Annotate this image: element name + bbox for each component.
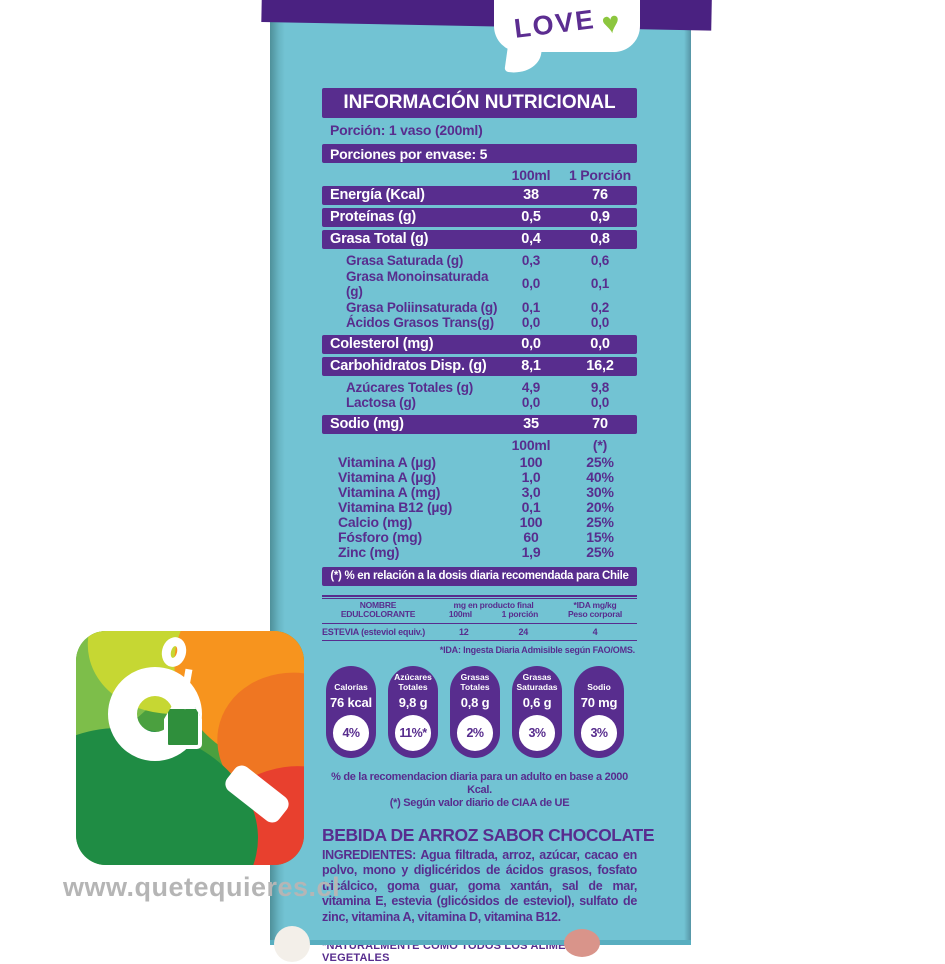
love-text: LOVE — [512, 3, 598, 44]
product-carton: LOVE ♥ INFORMACIÓN NUTRICIONAL Porción: … — [261, 0, 712, 964]
gda-percent: 2% — [457, 715, 493, 751]
table-top-rule — [322, 594, 637, 599]
table-row: Grasa Total (g) 0,4 0,8 — [322, 230, 637, 249]
table-subrow: Ácidos Grasos Trans(g) 0,0 0,0 — [346, 315, 610, 330]
gda-note-2: (*) Según valor diario de CIAA de UE — [389, 796, 570, 809]
nutrition-panel: INFORMACIÓN NUTRICIONAL Porción: 1 vaso … — [322, 88, 655, 964]
ida-footnote: *IDA: Ingesta Diaria Admisible según FAO… — [439, 644, 635, 655]
ingredients-text: INGREDIENTES: Agua filtrada, arroz, azúc… — [322, 847, 637, 924]
table-subrow: Grasa Saturada (g) 0,3 0,6 — [346, 253, 610, 268]
table-row: Proteínas (g) 0,5 0,9 — [322, 208, 637, 227]
sweetener-table: NOMBRE EDULCOLORANTE mg en producto fina… — [322, 594, 637, 655]
vitamin-row: Vitamina A (µg) 100 25% — [338, 453, 614, 470]
gda-percent: 11%* — [395, 715, 431, 751]
vitamin-row: Calcio (mg) 100 25% — [338, 513, 614, 530]
vitamin-row: Fósforo (mg) 60 15% — [338, 528, 614, 545]
col-mg-portion: 1 porción — [501, 609, 539, 619]
logo-teabag-icon — [164, 705, 202, 749]
sweetener-portion: 24 — [518, 626, 529, 637]
col-ida-1: *IDA mg/kg — [573, 599, 617, 610]
carton-right-edge — [684, 0, 691, 945]
gda-badge-sugars: Azúcares Totales 9,8 g 11%* — [388, 665, 438, 758]
portion-line: Porción: 1 vaso (200ml) — [330, 122, 637, 138]
vitamin-row: Vitamina A (µg) 1,0 40% — [338, 468, 614, 485]
vitamins-list: Vitamina A (µg) 100 25% Vitamina A (µg) … — [322, 453, 637, 560]
sweetener-name: ESTEVIA (esteviol equiv.) — [322, 626, 426, 637]
table-row: Sodio (mg) 35 70 — [322, 414, 637, 434]
vitamins-header: 100ml (*) — [322, 437, 637, 453]
vit-col-100ml: 100ml — [511, 436, 551, 453]
love-speech-bubble: LOVE ♥ — [494, 0, 640, 52]
ingredients-label: INGREDIENTES: — [322, 847, 417, 862]
table-rule — [322, 622, 637, 624]
col-100ml: 100ml — [511, 167, 551, 183]
heart-icon: ♥ — [599, 5, 622, 42]
decorative-blob-pink — [564, 929, 600, 957]
sweetener-row: ESTEVIA (esteviol equiv.) 12 24 4 — [322, 624, 637, 640]
gda-badge-calories: Calorías 76 kcal 4% — [326, 665, 376, 758]
table-subrow: Grasa Poliinsaturada (g) 0,1 0,2 — [346, 299, 610, 315]
portion-value: 1 vaso (200ml) — [385, 122, 483, 138]
gda-percent: 3% — [581, 715, 617, 751]
table-row: Carbohidratos Disp. (g) 8,1 16,2 — [322, 356, 637, 376]
table-subrow: Lactosa (g) 0,0 0,0 — [346, 395, 610, 410]
col-portion: 1 Porción — [569, 167, 631, 183]
portion-label: Porción: — [330, 122, 386, 138]
gda-notes: % de la recomendacion diaria para un adu… — [322, 771, 637, 810]
gda-note-1: % de la recomendacion diaria para un adu… — [331, 770, 628, 796]
quetequieres-logo — [76, 631, 304, 865]
vitamin-row: Vitamina A (mg) 3,0 30% — [338, 483, 614, 500]
sweetener-100ml: 12 — [458, 626, 469, 637]
carb-subrows: Azúcares Totales (g) 4,9 9,8 Lactosa (g)… — [322, 380, 637, 411]
col-ida-2: Peso corporal — [567, 609, 623, 619]
nutrition-title: INFORMACIÓN NUTRICIONAL — [322, 88, 637, 118]
product-name: BEBIDA DE ARROZ SABOR CHOCOLATE — [322, 824, 655, 845]
table-row: Energía (Kcal) 38 76 — [322, 186, 637, 205]
col-sweetener-name-1: NOMBRE — [359, 599, 397, 610]
gda-percent: 4% — [333, 715, 369, 751]
gda-badge-sat-fat: Grasas Saturadas 0,6 g 3% — [512, 665, 562, 758]
columns-header: 100ml 1 Porción — [322, 167, 637, 183]
gda-badges: Calorías 76 kcal 4% Azúcares Totales 9,8… — [326, 665, 637, 758]
carton-bottom-edge — [270, 940, 691, 945]
gda-badge-sodium: Sodio 70 mg 3% — [574, 665, 624, 758]
col-mg-100ml: 100ml — [448, 609, 472, 619]
table-row: Colesterol (mg) 0,0 0,0 — [322, 334, 637, 354]
vitamin-row: Vitamina B12 (µg) 0,1 20% — [338, 498, 614, 515]
table-subrow: Azúcares Totales (g) 4,9 9,8 — [346, 379, 610, 395]
table-rule — [322, 639, 637, 641]
col-mg-product: mg en producto final — [453, 599, 534, 610]
decorative-blob-white — [274, 926, 310, 962]
servings-bar: Porciones por envase: 5 — [322, 144, 637, 163]
vitamin-row: Zinc (mg) 1,9 25% — [338, 543, 614, 560]
table-subrow: Grasa Monoinsaturada (g) 0,0 0,1 — [346, 268, 610, 300]
col-sweetener-name-2: EDULCOLORANTE — [340, 609, 416, 619]
daily-dose-footnote: (*) % en relación a la dosis diaria reco… — [322, 566, 637, 586]
fat-subrows: Grasa Saturada (g) 0,3 0,6 Grasa Monoins… — [322, 253, 637, 331]
sweetener-header: NOMBRE EDULCOLORANTE mg en producto fina… — [322, 599, 637, 623]
gda-percent: 3% — [519, 715, 555, 751]
gda-badge-total-fat: Grasas Totales 0,8 g 2% — [450, 665, 500, 758]
watermark-url: www.quetequieres.cl — [63, 872, 341, 902]
vit-col-pct: (*) — [592, 436, 608, 453]
sweetener-ida: 4 — [592, 626, 598, 637]
carton-top-band — [261, 0, 712, 31]
